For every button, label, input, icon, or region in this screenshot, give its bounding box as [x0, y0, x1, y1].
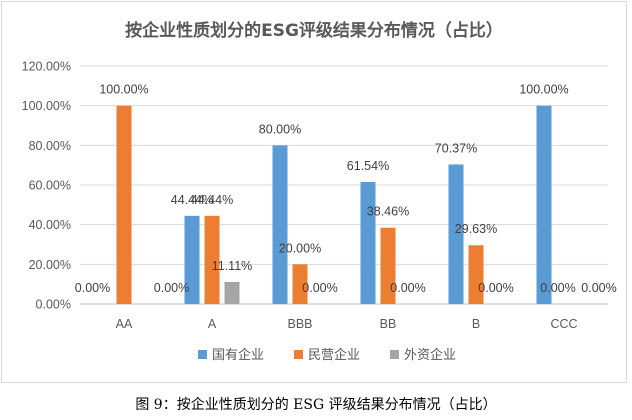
- data-label: 0.00%: [478, 281, 513, 295]
- chart-title: 按企业性质划分的ESG评级结果分布情况（占比）: [125, 20, 503, 41]
- figure-caption: 图 9：按企业性质划分的 ESG 评级结果分布情况（占比）: [135, 397, 497, 413]
- data-label: 44.44%: [191, 193, 233, 207]
- legend-swatch: [294, 350, 303, 359]
- y-tick-label: 100.00%: [22, 99, 71, 113]
- chart-frame: 按企业性质划分的ESG评级结果分布情况（占比） 0.00% 20.00% 40.00…: [1, 1, 627, 383]
- data-label: 80.00%: [259, 122, 301, 136]
- bar-2-b: [468, 245, 484, 304]
- data-label: 100.00%: [519, 83, 568, 97]
- data-label: 11.11%: [212, 259, 253, 273]
- data-label: 20.00%: [279, 241, 321, 255]
- y-tick-label: 0.00%: [36, 298, 71, 312]
- bar-1-a: [184, 215, 200, 304]
- bar-1-ccc: [536, 105, 552, 305]
- bar-2-bb: [380, 227, 396, 304]
- y-tick-label: 40.00%: [29, 218, 71, 232]
- x-tick-label: B: [472, 317, 480, 331]
- bar-chart: 按企业性质划分的ESG评级结果分布情况（占比） 0.00% 20.00% 40.00…: [22, 20, 617, 363]
- bar-2-aa: [116, 105, 132, 305]
- bar-2-bbb: [292, 264, 308, 304]
- data-label: 0.00%: [302, 281, 337, 295]
- data-label: 0.00%: [154, 281, 189, 295]
- data-label: 38.46%: [367, 205, 409, 219]
- x-tick-label: BBB: [287, 317, 312, 331]
- data-label: 70.37%: [435, 141, 477, 155]
- legend-label: 国有企业: [212, 347, 264, 363]
- data-label: 61.54%: [347, 159, 389, 173]
- x-tick-label: CCC: [550, 317, 577, 331]
- data-label: 0.00%: [390, 281, 425, 295]
- bar-1-b: [448, 164, 464, 304]
- data-label: 44.44%: [171, 193, 213, 207]
- x-tick-label: BB: [380, 317, 397, 331]
- bar-2-a: [204, 215, 220, 304]
- data-label: 0.00%: [75, 281, 110, 295]
- bar-3-a: [224, 281, 240, 304]
- legend-swatch: [390, 350, 399, 359]
- bar-1-bb: [360, 181, 376, 304]
- y-tick-label: 80.00%: [29, 139, 71, 153]
- x-tick-label: AA: [116, 317, 133, 331]
- legend-label: 民营企业: [308, 347, 360, 363]
- bar-1-bbb: [272, 145, 288, 304]
- legend-label: 外资企业: [404, 347, 456, 363]
- y-tick-label: 20.00%: [29, 258, 71, 272]
- data-label: 0.00%: [581, 281, 616, 295]
- x-tick-label: A: [208, 317, 217, 331]
- data-label: 29.63%: [455, 222, 497, 236]
- data-label: 100.00%: [99, 83, 148, 97]
- data-label: 0.00%: [540, 281, 575, 295]
- y-tick-label: 120.00%: [22, 60, 71, 74]
- legend-swatch: [198, 350, 207, 359]
- y-tick-label: 60.00%: [29, 179, 71, 193]
